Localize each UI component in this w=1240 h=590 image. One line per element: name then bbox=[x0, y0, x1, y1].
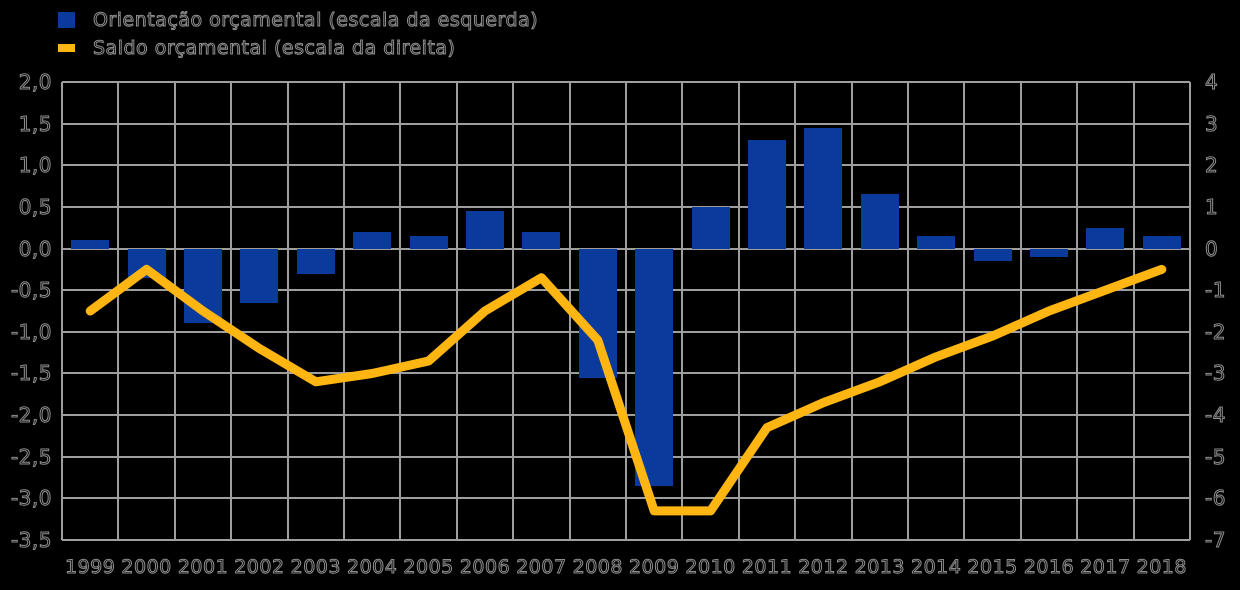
bar-2010 bbox=[691, 206, 730, 249]
bar-2011 bbox=[748, 140, 786, 249]
bar-1999 bbox=[71, 240, 110, 249]
y-right-tick-label: 0 bbox=[1204, 236, 1219, 261]
x-tick-label-2006: 2006 bbox=[459, 556, 511, 579]
x-tick-label-2008: 2008 bbox=[572, 556, 623, 579]
y-right-tick-label: -4 bbox=[1205, 403, 1226, 428]
y-left-tick-label: 2,0 bbox=[18, 70, 52, 95]
x-tick-label-2007: 2007 bbox=[516, 556, 567, 579]
gridline-vertical bbox=[963, 82, 966, 540]
gridline-vertical bbox=[1132, 82, 1135, 540]
x-tick-label-2013: 2013 bbox=[854, 556, 905, 579]
y-left-tick-label: -3,5 bbox=[10, 528, 52, 553]
gridline-vertical bbox=[1189, 82, 1191, 540]
x-tick-label-2000: 2000 bbox=[121, 556, 172, 579]
bar-2016 bbox=[1030, 248, 1068, 257]
bar-series-swatch bbox=[58, 12, 75, 28]
x-tick-label-2011: 2011 bbox=[741, 556, 793, 579]
y-right-tick-label: -6 bbox=[1205, 486, 1226, 511]
gridline-vertical bbox=[794, 82, 797, 540]
x-tick-label-2015: 2015 bbox=[967, 556, 1018, 579]
x-tick-label-2012: 2012 bbox=[798, 556, 849, 579]
gridline-vertical bbox=[737, 82, 740, 540]
gridline-horizontal bbox=[62, 539, 1190, 541]
gridline-vertical bbox=[625, 82, 627, 540]
legend-item-fiscal-stance: Orientação orçamental (escala da esquerd… bbox=[58, 6, 538, 34]
y-left-tick-label: 0,5 bbox=[18, 194, 52, 219]
x-tick-label-2005: 2005 bbox=[403, 556, 454, 579]
bar-2002 bbox=[240, 248, 279, 303]
x-tick-label-2016: 2016 bbox=[1023, 556, 1075, 579]
x-tick-label-2009: 2009 bbox=[629, 556, 680, 579]
y-left-tick-label: -0,5 bbox=[10, 278, 52, 303]
x-tick-label-2014: 2014 bbox=[911, 556, 962, 579]
y-right-tick-label: 1 bbox=[1204, 194, 1219, 219]
bar-2015 bbox=[973, 248, 1012, 262]
x-tick-label-2003: 2003 bbox=[290, 556, 341, 579]
y-right-tick-label: -3 bbox=[1205, 361, 1226, 386]
gridline-vertical bbox=[455, 82, 458, 540]
y-right-tick-label: -7 bbox=[1205, 528, 1226, 553]
y-left-tick-label: -1,5 bbox=[10, 361, 52, 386]
y-left-tick-label: -2,0 bbox=[10, 403, 52, 428]
bar-2014 bbox=[917, 236, 956, 249]
y-right-tick-label: 2 bbox=[1204, 153, 1219, 178]
x-tick-label-2004: 2004 bbox=[347, 556, 398, 579]
bar-2004 bbox=[353, 231, 392, 249]
line-series-swatch bbox=[58, 44, 75, 52]
gridline-vertical bbox=[286, 82, 289, 540]
chart-legend: Orientação orçamental (escala da esquerd… bbox=[58, 6, 538, 62]
gridline-vertical bbox=[399, 82, 402, 540]
y-right-tick-label: -2 bbox=[1205, 319, 1226, 344]
y-left-tick-label: -3,0 bbox=[10, 486, 52, 511]
legend-label-fiscal-stance: Orientação orçamental (escala da esquerd… bbox=[92, 9, 539, 32]
y-right-tick-label: 3 bbox=[1204, 111, 1219, 136]
y-right-tick-label: -1 bbox=[1205, 278, 1226, 303]
bar-2012 bbox=[804, 127, 843, 249]
y-left-tick-label: 0,0 bbox=[18, 236, 52, 261]
y-left-tick-label: -2,5 bbox=[10, 444, 52, 469]
bar-2006 bbox=[466, 211, 504, 249]
bar-2003 bbox=[296, 248, 335, 274]
budget-balance-line-layer bbox=[85, 264, 1167, 516]
y-right-tick-label: -5 bbox=[1205, 444, 1226, 469]
gridline-vertical bbox=[1076, 82, 1079, 540]
bar-2017 bbox=[1086, 227, 1125, 249]
x-tick-label-2017: 2017 bbox=[1080, 556, 1131, 579]
gridline-vertical bbox=[343, 82, 345, 540]
y-left-tick-label: 1,0 bbox=[18, 153, 52, 178]
gridline-vertical bbox=[681, 82, 684, 540]
bar-2007 bbox=[522, 231, 561, 249]
gridline-vertical bbox=[173, 82, 176, 540]
gridline-vertical bbox=[850, 82, 853, 540]
gridline-vertical bbox=[1019, 82, 1022, 540]
x-tick-label-2010: 2010 bbox=[685, 556, 736, 579]
bar-2008 bbox=[578, 248, 617, 378]
x-tick-label-1999: 1999 bbox=[65, 556, 116, 579]
gridline-vertical bbox=[907, 82, 909, 540]
bar-2005 bbox=[409, 236, 448, 249]
bar-2018 bbox=[1142, 236, 1181, 249]
gridline-vertical bbox=[230, 82, 233, 540]
y-left-tick-label: 1,5 bbox=[18, 111, 52, 136]
legend-item-budget-balance: Saldo orçamental (escala da direita) bbox=[58, 34, 538, 62]
x-tick-label-2002: 2002 bbox=[234, 556, 285, 579]
y-left-tick-label: -1,0 bbox=[10, 319, 52, 344]
x-tick-label-2018: 2018 bbox=[1136, 556, 1187, 579]
plot-area bbox=[61, 81, 1191, 541]
bar-2009 bbox=[635, 248, 674, 486]
gridline-vertical bbox=[512, 82, 515, 540]
y-right-tick-label: 4 bbox=[1204, 70, 1219, 95]
bar-2013 bbox=[860, 194, 899, 249]
gridline-vertical bbox=[117, 82, 120, 540]
x-tick-label-2001: 2001 bbox=[177, 556, 229, 579]
gridline-vertical bbox=[61, 82, 63, 540]
budget-balance-line bbox=[85, 264, 1167, 516]
legend-label-budget-balance: Saldo orçamental (escala da direita) bbox=[92, 37, 456, 60]
